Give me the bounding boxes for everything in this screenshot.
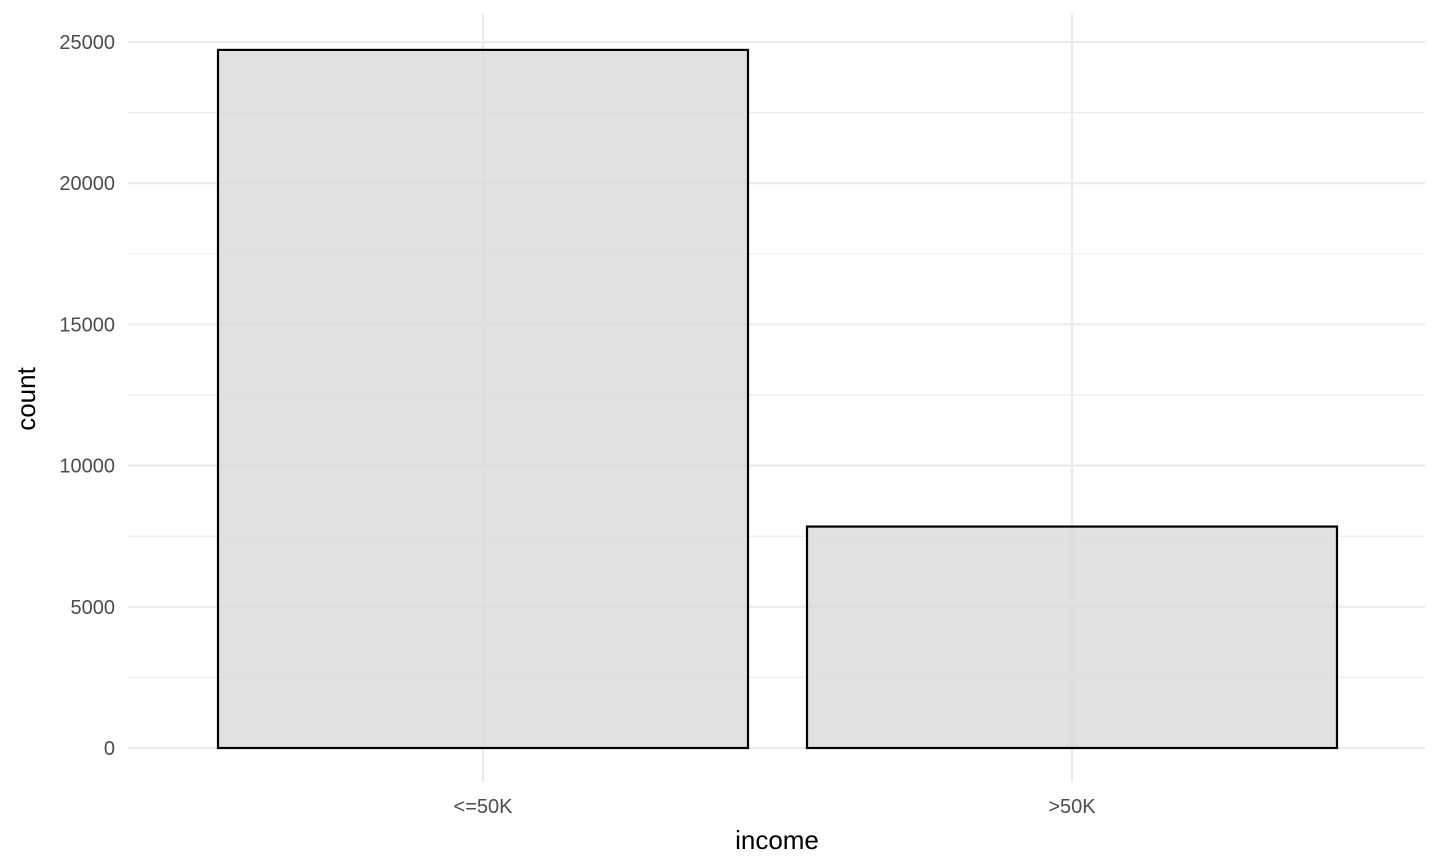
x-tick-label: <=50K: [454, 796, 514, 818]
y-tick-label: 10000: [59, 456, 115, 478]
y-tick-label: 0: [104, 738, 115, 760]
y-tick-labels: 0 5000 10000 15000 20000 25000: [59, 32, 115, 760]
x-axis-title: income: [735, 825, 819, 855]
y-tick-label: 15000: [59, 314, 115, 336]
y-tick-label: 25000: [59, 32, 115, 54]
x-tick-labels: <=50K >50K: [454, 796, 1097, 818]
x-tick-label: >50K: [1048, 796, 1096, 818]
bar: [805, 525, 1339, 750]
y-tick-label: 20000: [59, 173, 115, 195]
y-axis-title: count: [11, 366, 41, 430]
y-tick-label: 5000: [71, 597, 116, 619]
bar: [216, 48, 750, 750]
bars-layer: [216, 48, 1339, 750]
